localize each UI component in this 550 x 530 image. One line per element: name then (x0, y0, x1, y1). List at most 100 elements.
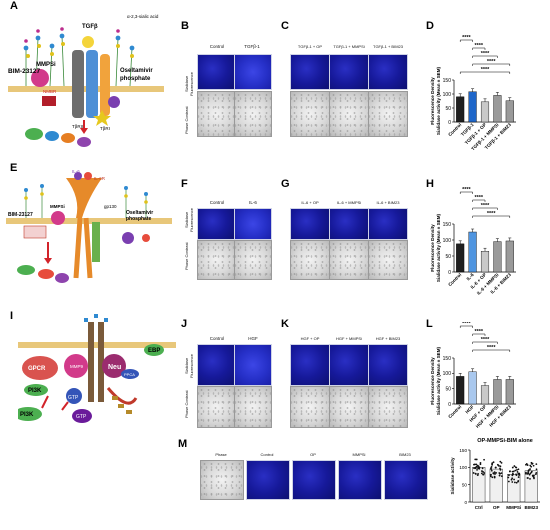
label-tbr2: TβRII (72, 124, 83, 129)
data-point (518, 472, 521, 475)
panel-label-g: G (281, 178, 290, 190)
image-m-mmpsi (338, 460, 382, 500)
data-point (514, 469, 517, 472)
significance-label: **** (475, 195, 484, 201)
data-point (535, 468, 538, 471)
significance-bracket (459, 325, 473, 328)
data-point (495, 471, 498, 474)
data-point (533, 474, 535, 477)
header-g-op: IL-6 + OP (301, 200, 319, 205)
bar (468, 91, 477, 123)
bar (480, 101, 490, 123)
chart-op-mmpsi-bim-alone: OP-MMPSi-BIM alone 0 50 100 150 Sialidase act… (450, 438, 540, 510)
panel-label-k: K (281, 318, 289, 330)
bar (480, 385, 490, 405)
data-point (476, 474, 479, 477)
data-point (476, 464, 479, 467)
data-point (475, 458, 478, 461)
data-point (479, 461, 482, 464)
bar (493, 95, 502, 123)
significance-bracket (472, 55, 498, 58)
chart-h: 0 50 100 150 Fluorescence Density Sialidase a… (430, 187, 516, 296)
data-point (525, 471, 527, 474)
y-tick-label: 50 (445, 386, 451, 392)
data-point (499, 472, 501, 475)
image-k-bim23-phase (368, 386, 408, 428)
y-tick-label: 50 (462, 482, 468, 487)
data-point (511, 470, 514, 473)
significance-bracket (472, 215, 511, 218)
y-axis-label: Sialidase activity (Mean ± SEM) (436, 346, 441, 415)
header-c-op: TGFβ-1 + OP (297, 44, 323, 49)
data-point (507, 476, 510, 479)
label-ebp: EBP (148, 348, 160, 354)
y-axis-label: Sialidase activity (Mean ± SEM) (436, 213, 441, 282)
data-point (510, 478, 513, 481)
data-point (499, 467, 501, 470)
header-f-control: Control (209, 200, 225, 205)
y-axis-label: Fluorescence Density (430, 224, 435, 272)
significance-bracket (472, 47, 486, 50)
image-j-hgf-phase (234, 386, 272, 428)
data-point (525, 463, 527, 466)
label-sialic-acid: α-2,3-sialic acid (127, 14, 159, 19)
significance-label: **** (475, 43, 484, 49)
label-oseltamivir-2: phosphate (120, 76, 151, 82)
chart-title: OP-MMPSi-BIM alone (477, 438, 533, 444)
panel-label-e: E (10, 162, 18, 174)
y-axis-label: Sialidase activity (Mean ± SEM) (436, 66, 441, 135)
label-e-bim: BIM-23127 (8, 212, 33, 218)
significance-bracket (472, 333, 486, 336)
data-point (509, 470, 511, 473)
data-point (529, 477, 531, 480)
data-point (477, 467, 479, 470)
label-oseltamivir: Oseltamivir (120, 68, 153, 74)
data-point (482, 473, 485, 476)
data-point (527, 469, 530, 472)
data-point (528, 473, 531, 476)
header-m-op: OP (310, 452, 316, 457)
header-g-bim23: IL-6 + BIM23 (376, 200, 400, 205)
bar (456, 376, 465, 405)
header-k-bim23: HGF + BIM23 (375, 336, 401, 341)
data-point (515, 473, 517, 476)
image-j-control-fluo (197, 344, 235, 386)
panel-label-b: B (181, 20, 189, 32)
data-point (491, 476, 494, 479)
significance-label: **** (481, 203, 490, 209)
header-k-mmpsi: HGF + MMPSi (336, 336, 362, 341)
data-point (490, 468, 493, 471)
data-point (489, 475, 492, 478)
significance-label: **** (487, 345, 496, 351)
panel-label-m: M (178, 438, 188, 450)
image-b-control-fluo (197, 54, 235, 90)
data-point (499, 460, 502, 463)
data-point (511, 477, 514, 480)
y-tick-label: 0 (464, 500, 467, 505)
bar (468, 371, 477, 405)
image-f-control-fluo (197, 208, 235, 240)
label-pi3k: PI3K (28, 388, 42, 394)
image-c-mmpsi-fluo (329, 54, 369, 90)
data-point (497, 464, 500, 467)
data-point (500, 472, 503, 475)
image-m-bim23 (384, 460, 428, 500)
data-point (511, 466, 514, 469)
header-j-hgf: HGF (248, 336, 258, 341)
y-tick-label: 100 (459, 465, 467, 470)
label-il6r: IL-6R (94, 176, 106, 181)
data-point (491, 463, 494, 465)
significance-bracket (472, 349, 511, 352)
bar (456, 243, 465, 273)
bar (505, 100, 514, 123)
panel-label-h: H (426, 178, 434, 190)
image-b-tgfb1-fluo (234, 54, 272, 90)
image-f-il6-phase (234, 240, 272, 280)
tgfb-pathway-svg: MMPSi BIM-23127 TGFβ α-2,3-sialic acid O… (8, 14, 164, 147)
label-nmbr: NMBR (43, 89, 57, 94)
data-point (535, 471, 538, 474)
image-b-control-phase (197, 91, 235, 137)
data-point (530, 470, 533, 473)
chart-d: 0 50 100 150 Fluorescence Density Sialidase a… (430, 35, 516, 151)
data-point (529, 468, 531, 470)
